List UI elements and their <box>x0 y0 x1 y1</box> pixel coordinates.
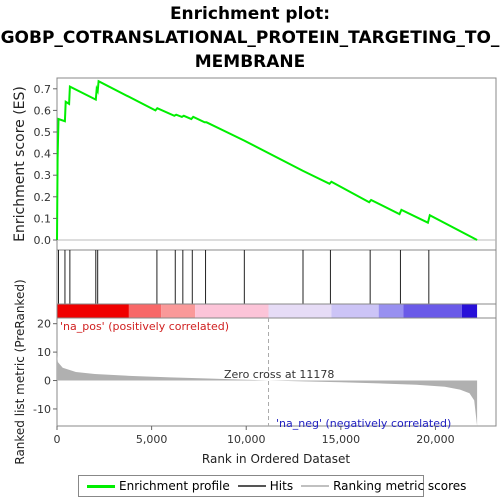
es-y-tick-label: 0.5 <box>34 126 52 139</box>
band-segment <box>378 304 404 318</box>
zero-cross-label: Zero cross at 11178 <box>224 368 334 381</box>
band-segment <box>161 304 196 318</box>
neg-label: 'na_neg' (negatively correlated) <box>276 417 451 430</box>
band-segment <box>331 304 379 318</box>
hit-markers <box>58 250 430 304</box>
chart-title-line3: MEMBRANE <box>194 52 306 72</box>
es-y-tick-label: 0.0 <box>34 234 52 247</box>
x-tick-label: 20,000 <box>416 433 455 446</box>
chart-title-line2: GOBP_COTRANSLATIONAL_PROTEIN_TARGETING_T… <box>0 28 500 48</box>
chart-title: Enrichment plot: GOBP_COTRANSLATIONAL_PR… <box>0 2 500 74</box>
band-segment <box>461 304 478 318</box>
legend-entry-hits: Hits <box>237 479 294 493</box>
x-tick-label: 5,000 <box>136 433 168 446</box>
band-segment <box>403 304 462 318</box>
es-y-tick-label: 0.7 <box>34 83 52 96</box>
ranking-y-tick-label: 20 <box>37 318 51 331</box>
x-tick-label: 0 <box>54 433 61 446</box>
legend-swatch-hits <box>237 485 266 487</box>
legend: Enrichment profile Hits Ranking metric s… <box>78 475 466 497</box>
legend-label-enrichment: Enrichment profile <box>119 479 230 493</box>
x-tick-label: 15,000 <box>322 433 361 446</box>
es-y-tick-label: 0.3 <box>34 169 52 182</box>
es-panel-frame <box>56 77 497 251</box>
legend-label-hits: Hits <box>269 479 294 493</box>
band-segment <box>195 304 269 318</box>
band-segment <box>128 304 162 318</box>
band-segment <box>268 304 332 318</box>
x-axis-label: Rank in Ordered Dataset <box>202 452 350 466</box>
band-segment <box>57 304 129 318</box>
ranking-y-tick-label: 10 <box>37 346 51 359</box>
ranking-y-tick-label: -10 <box>33 403 51 416</box>
enrichment-profile-line <box>56 79 478 241</box>
es-y-axis-label: Enrichment score (ES) <box>12 86 28 242</box>
es-y-tick-label: 0.1 <box>34 212 52 225</box>
ranking-y-tick-label: 0 <box>44 375 51 388</box>
legend-swatch-ranking <box>301 485 330 487</box>
es-y-tick-label: 0.4 <box>34 148 52 161</box>
ranking-y-axis-label: Ranked list metric (PreRanked) <box>13 279 27 464</box>
hits-panel-frame <box>56 249 497 305</box>
chart-title-line1: Enrichment plot: <box>169 4 331 24</box>
legend-swatch-enrichment <box>87 484 115 488</box>
ranking-color-band <box>56 303 497 319</box>
pos-label: 'na_pos' (positively correlated) <box>60 320 229 333</box>
es-y-tick-label: 0.6 <box>34 104 52 117</box>
x-tick-label: 10,000 <box>227 433 266 446</box>
legend-label-ranking: Ranking metric scores <box>333 479 467 493</box>
es-y-tick-label: 0.2 <box>34 191 52 204</box>
x-ticks: 0 5,000 10,000 15,000 20,000 <box>54 426 455 446</box>
legend-entry-ranking: Ranking metric scores <box>301 479 466 493</box>
ranking-y-ticks: -10 0 10 20 <box>33 318 57 416</box>
legend-entry-enrichment: Enrichment profile <box>87 479 230 493</box>
ranking-panel-frame <box>56 317 497 427</box>
es-y-ticks: 0.0 0.1 0.2 0.3 0.4 0.5 0.6 0.7 <box>34 83 57 247</box>
